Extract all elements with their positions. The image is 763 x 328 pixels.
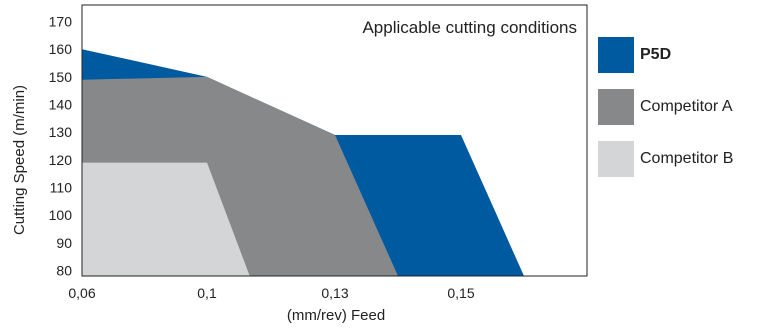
legend-item-competitor-b: Competitor B <box>598 141 758 177</box>
legend-swatch-competitor-b <box>598 141 634 177</box>
y-tick-label: 140 <box>49 97 73 113</box>
y-tick-label: 150 <box>49 69 73 85</box>
legend-label-competitor-a: Competitor A <box>640 98 733 115</box>
y-axis-ticks: 80 90 100 110 120 130 140 150 160 170 <box>49 14 73 279</box>
plot-frame <box>81 4 588 277</box>
legend: P5D Competitor A Competitor B <box>598 37 758 193</box>
y-tick-label: 130 <box>49 124 73 140</box>
legend-swatch-p5d <box>598 37 634 73</box>
area-competitor-b <box>82 162 250 276</box>
x-axis-label: (mm/rev) Feed <box>287 307 385 324</box>
x-tick-label: 0,13 <box>321 285 348 301</box>
y-tick-label: 160 <box>49 41 73 57</box>
area-layer <box>82 49 524 277</box>
legend-item-p5d: P5D <box>598 37 758 73</box>
legend-swatch-competitor-a <box>598 89 634 125</box>
y-tick-label: 120 <box>49 152 73 168</box>
y-tick-label: 90 <box>56 235 72 251</box>
x-tick-label: 0,15 <box>447 285 474 301</box>
y-axis-label: Cutting Speed (m/min) <box>11 85 28 235</box>
chart-annotation: Applicable cutting conditions <box>362 18 577 37</box>
y-tick-label: 100 <box>49 207 73 223</box>
x-tick-label: 0,06 <box>68 285 95 301</box>
y-tick-label: 170 <box>49 14 73 30</box>
y-tick-label: 110 <box>50 180 73 196</box>
x-axis-ticks: 0,06 0,1 0,13 0,15 <box>68 285 474 301</box>
x-tick-label: 0,1 <box>197 285 217 301</box>
legend-label-competitor-b: Competitor B <box>640 150 734 167</box>
y-tick-label: 80 <box>56 262 72 278</box>
legend-label-p5d: P5D <box>640 46 672 63</box>
legend-item-competitor-a: Competitor A <box>598 89 758 125</box>
